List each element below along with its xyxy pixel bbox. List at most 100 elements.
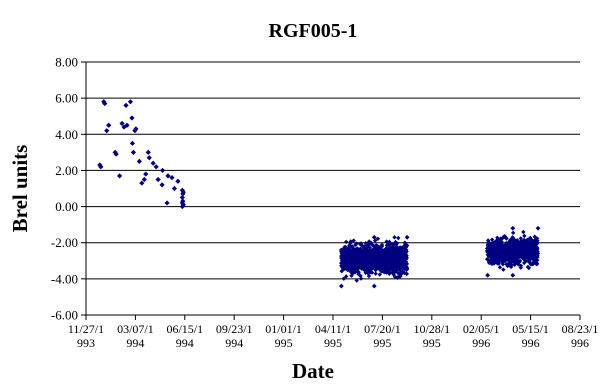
cluster-point <box>522 233 527 239</box>
data-point <box>139 180 145 186</box>
x-tick-label: 995 <box>423 336 441 350</box>
data-point <box>141 176 147 183</box>
cluster-point <box>363 240 369 246</box>
data-point <box>129 115 135 121</box>
cluster-point <box>387 239 392 245</box>
data-point <box>165 173 171 179</box>
cluster-point <box>497 265 503 270</box>
x-tick-label: 09/23/1 <box>216 322 253 336</box>
x-tick-label: 996 <box>571 336 589 350</box>
cluster-point <box>501 267 506 272</box>
cluster-point <box>518 263 524 268</box>
y-tick-label: -4.00 <box>51 271 78 286</box>
data-point <box>113 151 119 157</box>
data-point <box>180 198 186 204</box>
y-tick-label: 6.00 <box>55 91 78 106</box>
cluster-point <box>375 243 380 249</box>
cluster-point <box>517 247 522 252</box>
cluster-point <box>532 242 538 248</box>
cluster-point <box>358 276 364 281</box>
x-tick-label: 996 <box>472 336 490 350</box>
cluster-point <box>341 276 347 281</box>
cluster-point <box>510 236 516 241</box>
data-point <box>150 160 156 166</box>
cluster-point <box>366 273 372 279</box>
data-point <box>124 122 130 128</box>
cluster-point <box>510 225 516 231</box>
cluster-point <box>343 239 349 245</box>
cluster-point <box>489 237 495 242</box>
data-point <box>119 120 125 127</box>
gridlines <box>86 61 580 316</box>
cluster-point <box>530 261 536 267</box>
data-point <box>159 182 165 188</box>
cluster-point <box>513 243 518 248</box>
data-point <box>145 149 151 155</box>
x-tick-label: 995 <box>373 336 391 350</box>
y-axis-label: Brel units <box>8 145 32 233</box>
cluster-point <box>515 238 520 243</box>
data-point <box>104 128 110 134</box>
data-point <box>97 162 103 168</box>
cluster-point <box>523 242 529 247</box>
cluster-point <box>358 241 364 246</box>
cluster-point <box>354 278 359 283</box>
data-point <box>102 100 108 107</box>
cluster-point <box>535 257 540 263</box>
data-point <box>146 155 152 161</box>
data-point <box>101 99 107 105</box>
x-tick-label: 994 <box>126 336 144 350</box>
x-tick-label: 994 <box>225 336 243 350</box>
cluster-point <box>535 249 540 254</box>
cluster-point <box>371 283 377 289</box>
x-tick-label: 02/05/1 <box>463 322 500 336</box>
cluster-point <box>392 244 397 249</box>
cluster-point <box>387 242 392 247</box>
cluster-point <box>403 245 409 250</box>
cluster-point <box>404 234 410 240</box>
data-point <box>129 140 136 146</box>
y-axis-ticks: 8.00 6.00 4.00 2.00 0.00 -2.00 -4.00 -6.00 <box>51 55 86 323</box>
x-tick-label: 10/28/1 <box>413 322 450 336</box>
x-tick-label: 01/01/1 <box>265 322 302 336</box>
cluster-point <box>518 239 524 244</box>
cluster-point <box>355 269 361 274</box>
x-axis-label: Date <box>292 359 334 383</box>
x-tick-label: 08/23/1 <box>562 322 599 336</box>
cluster-point <box>503 236 509 241</box>
cluster-point <box>371 234 377 240</box>
cluster-point <box>404 254 409 260</box>
data-point <box>153 164 159 170</box>
data-point <box>155 176 161 183</box>
cluster-point <box>534 236 540 241</box>
x-tick-label: 995 <box>275 336 293 350</box>
cluster-point <box>404 249 409 254</box>
data-point <box>169 175 175 181</box>
data-point <box>175 178 181 184</box>
x-tick-label: 994 <box>176 336 194 350</box>
cluster-point <box>402 240 408 245</box>
cluster-point <box>369 270 375 275</box>
data-point <box>180 189 186 195</box>
cluster-point <box>366 242 371 248</box>
cluster-point <box>510 272 516 278</box>
x-tick-label: 06/15/1 <box>166 322 203 336</box>
data-point <box>159 167 166 174</box>
cluster-point <box>485 272 491 278</box>
cluster-point <box>372 238 378 243</box>
cluster-point <box>535 253 540 258</box>
cluster-point <box>523 258 528 264</box>
x-tick-label: 07/20/1 <box>364 322 401 336</box>
data-point <box>164 200 170 206</box>
data-point <box>116 173 123 179</box>
cluster-point <box>521 237 527 243</box>
cluster-point <box>338 283 344 289</box>
cluster-point <box>377 272 382 277</box>
cluster-point <box>534 241 540 246</box>
x-tick-label: 11/27/1 <box>68 322 104 336</box>
cluster-point <box>525 238 531 244</box>
cluster-point <box>392 235 397 240</box>
cluster-point <box>508 243 514 248</box>
y-tick-label: -6.00 <box>51 308 78 323</box>
